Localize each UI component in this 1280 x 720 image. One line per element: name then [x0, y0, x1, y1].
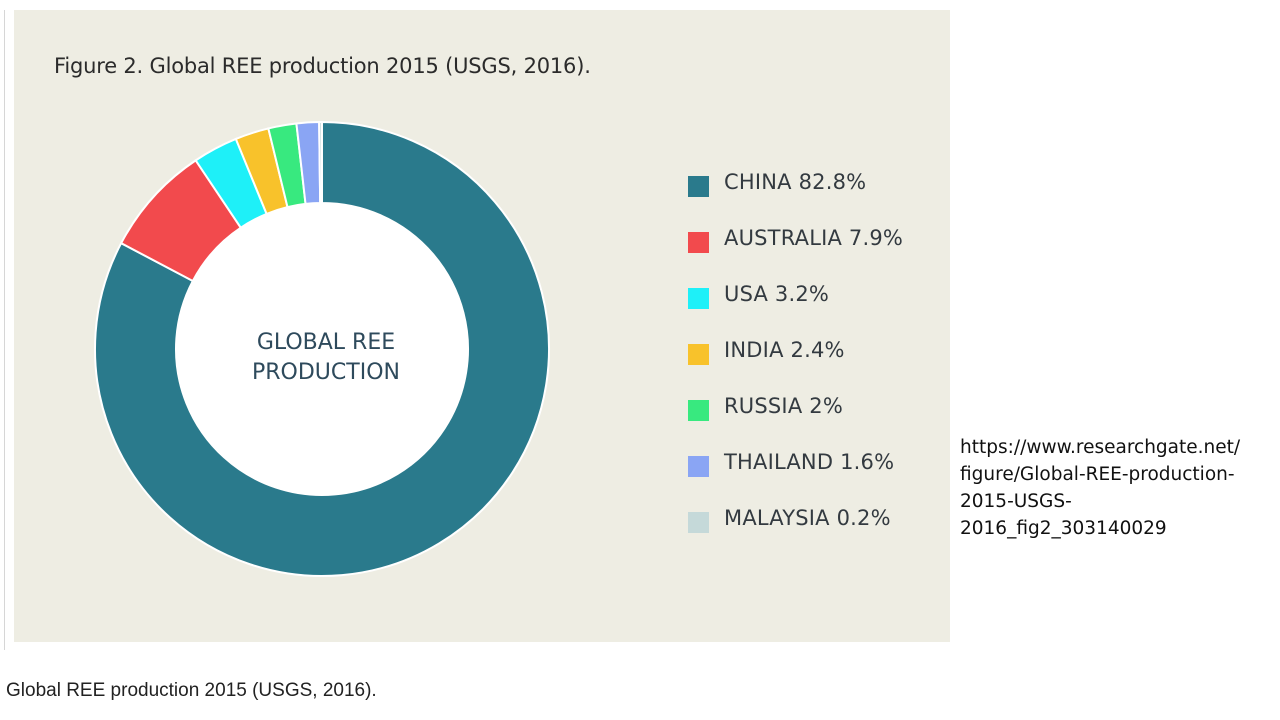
legend-swatch	[688, 344, 709, 365]
legend-swatch	[688, 512, 709, 533]
legend-label: MALAYSIA 0.2%	[724, 506, 891, 530]
legend-swatch	[688, 400, 709, 421]
legend-label: AUSTRALIA 7.9%	[724, 226, 904, 250]
figure-panel: Figure 2. Global REE production 2015 (US…	[14, 10, 950, 642]
donut-center-label: GLOBAL REE PRODUCTION	[204, 328, 448, 388]
donut-hole	[176, 203, 468, 495]
legend-label: RUSSIA 2%	[724, 394, 843, 418]
left-divider	[4, 10, 5, 650]
legend-swatch	[688, 456, 709, 477]
donut-chart	[94, 120, 550, 577]
image-caption: Global REE production 2015 (USGS, 2016).	[6, 680, 377, 701]
legend-swatch	[688, 288, 709, 309]
figure-title: Figure 2. Global REE production 2015 (US…	[54, 54, 591, 78]
legend-label: INDIA 2.4%	[724, 338, 845, 362]
legend-label: USA 3.2%	[724, 282, 830, 306]
legend-swatch	[688, 176, 709, 197]
donut-slices	[94, 120, 550, 577]
center-label-line-2: PRODUCTION	[252, 360, 400, 385]
legend-swatch	[688, 232, 709, 253]
legend-label: THAILAND 1.6%	[724, 450, 895, 474]
center-label-line-1: GLOBAL REE	[256, 330, 396, 355]
source-url-text: https://www.researchgate.net/ figure/Glo…	[960, 437, 1241, 539]
donut-slice-malaysia	[318, 120, 323, 205]
legend-label: CHINA 82.8%	[724, 170, 867, 194]
